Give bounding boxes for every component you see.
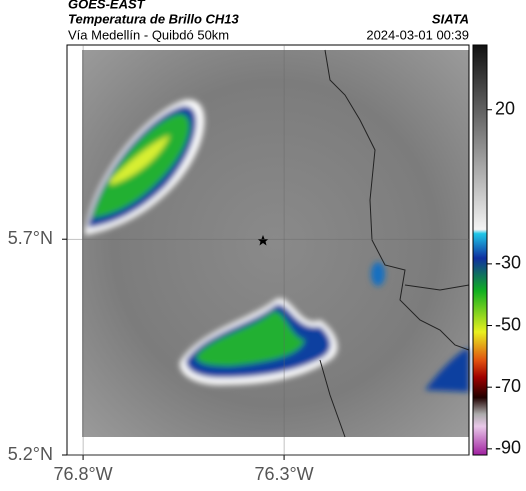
y-tick-label: 5.7°N <box>8 228 53 248</box>
colorbar-tick-label: 20 <box>495 98 515 118</box>
colorbar-tick-label: -50 <box>495 314 521 334</box>
y-tick-label: 5.2°N <box>8 444 53 464</box>
colorbar <box>472 44 488 456</box>
title: Temperatura de Brillo CH13 <box>68 11 240 26</box>
colorbar-tick-label: -30 <box>495 253 521 273</box>
colorbar-tick-label: -70 <box>495 376 521 396</box>
x-tick-label: 76.3°W <box>254 464 313 484</box>
colorbar-tick-label: -90 <box>495 438 521 458</box>
source: GOES-EAST <box>68 0 146 11</box>
x-tick-label: 76.8°W <box>53 464 112 484</box>
city-marker <box>257 235 269 246</box>
subtitle: Vía Medellín - Quibdó 50km <box>68 27 229 42</box>
imagery <box>82 49 470 438</box>
org: SIATA <box>432 11 469 26</box>
datetime: 2024-03-01 00:39 <box>366 27 469 42</box>
